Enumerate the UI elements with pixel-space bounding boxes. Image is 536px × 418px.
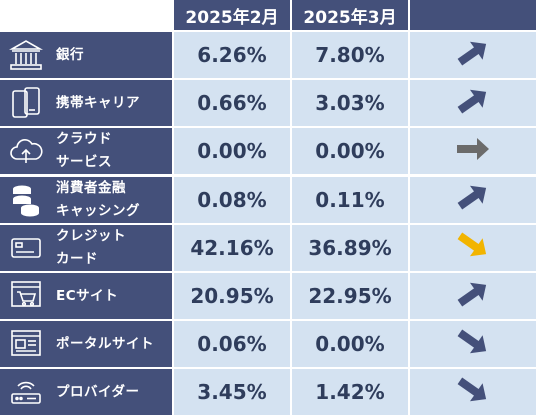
value-feb: 0.66% — [174, 80, 290, 127]
value-mar: 0.00% — [292, 321, 408, 368]
trend-arrow-up-icon — [453, 274, 493, 319]
trend-arrow-up-icon — [453, 81, 493, 126]
trend-cell — [410, 32, 536, 78]
category-label: ポータルサイト — [56, 321, 168, 367]
trend-arrow-up-icon — [453, 177, 493, 222]
category-label-line1: ポータルサイト — [56, 335, 154, 352]
category-label-line1: クラウド — [56, 131, 112, 148]
trend-arrow-down-icon — [453, 225, 493, 270]
value-feb: 20.95% — [174, 273, 290, 319]
category-label: 携帯キャリア — [56, 80, 168, 126]
category-cell: ECサイト — [0, 273, 172, 319]
table-row: クラウド サービス 0.00% 0.00% — [0, 128, 536, 175]
category-label-line2: カード — [56, 250, 98, 267]
category-cell: クラウド サービス — [0, 128, 172, 175]
trend-cell — [410, 273, 536, 319]
trend-arrow-down-icon — [453, 322, 493, 367]
value-feb: 42.16% — [174, 224, 290, 271]
trend-cell — [410, 321, 536, 368]
category-label: プロバイダー — [56, 369, 168, 415]
category-cell: 消費者金融キャッシング — [0, 176, 172, 223]
category-cell: 銀行 — [0, 32, 172, 78]
table-row: ポータルサイト 0.06% 0.00% — [0, 321, 536, 368]
value-mar: 36.89% — [292, 224, 408, 271]
category-label-line1: プロバイダー — [56, 383, 140, 400]
value-mar: 0.11% — [292, 176, 408, 223]
value-feb: 3.45% — [174, 369, 290, 416]
category-cell: 携帯キャリア — [0, 80, 172, 127]
table-row: 携帯キャリア 0.66% 3.03% — [0, 80, 536, 127]
category-label-line1: 消費者金融 — [56, 179, 126, 196]
category-cell: プロバイダー — [0, 369, 172, 416]
category-label-line2: サービス — [56, 154, 112, 171]
trend-arrow-flat-icon — [453, 129, 493, 174]
value-mar: 7.80% — [292, 32, 408, 78]
trend-cell — [410, 80, 536, 127]
category-label: クレジット カード — [56, 225, 168, 271]
category-label: 銀行 — [56, 32, 168, 78]
category-cell: クレジット カード — [0, 224, 172, 271]
table-row: クレジット カード 42.16% 36.89% — [0, 224, 536, 271]
trend-cell — [410, 369, 536, 416]
trend-cell — [410, 128, 536, 175]
table-row: プロバイダー 3.45% 1.42% — [0, 369, 536, 416]
value-feb: 0.08% — [174, 176, 290, 223]
header-col-trend — [410, 0, 536, 30]
category-label-line1: クレジット — [56, 227, 126, 244]
trend-arrow-down-icon — [453, 370, 493, 415]
category-cell: ポータルサイト — [0, 321, 172, 368]
category-label-line1: 銀行 — [56, 46, 84, 63]
trend-cell — [410, 176, 536, 223]
trend-arrow-up-icon — [453, 33, 493, 78]
header-col-feb: 2025年2月 — [174, 0, 290, 30]
table-row: 消費者金融 キャッシング 0.08% 0.11% — [0, 176, 536, 223]
category-label-line2: キャッシング — [56, 202, 140, 219]
value-mar: 3.03% — [292, 80, 408, 127]
category-label-line1: ECサイト — [56, 287, 119, 304]
table-row: 銀行 6.26% 7.80% — [0, 32, 536, 78]
value-feb: 0.00% — [174, 128, 290, 175]
category-label: クラウド サービス — [56, 128, 168, 174]
value-mar: 0.00% — [292, 128, 408, 175]
table-row: ECサイト 20.95% 22.95% — [0, 273, 536, 319]
value-feb: 6.26% — [174, 32, 290, 78]
value-mar: 22.95% — [292, 273, 408, 319]
header-col-mar: 2025年3月 — [292, 0, 408, 30]
category-label-line1: 携帯キャリア — [56, 94, 140, 111]
category-label: ECサイト — [56, 273, 168, 319]
category-label: 消費者金融キャッシング — [56, 177, 168, 223]
value-feb: 0.06% — [174, 321, 290, 368]
trend-cell — [410, 224, 536, 271]
value-mar: 1.42% — [292, 369, 408, 416]
